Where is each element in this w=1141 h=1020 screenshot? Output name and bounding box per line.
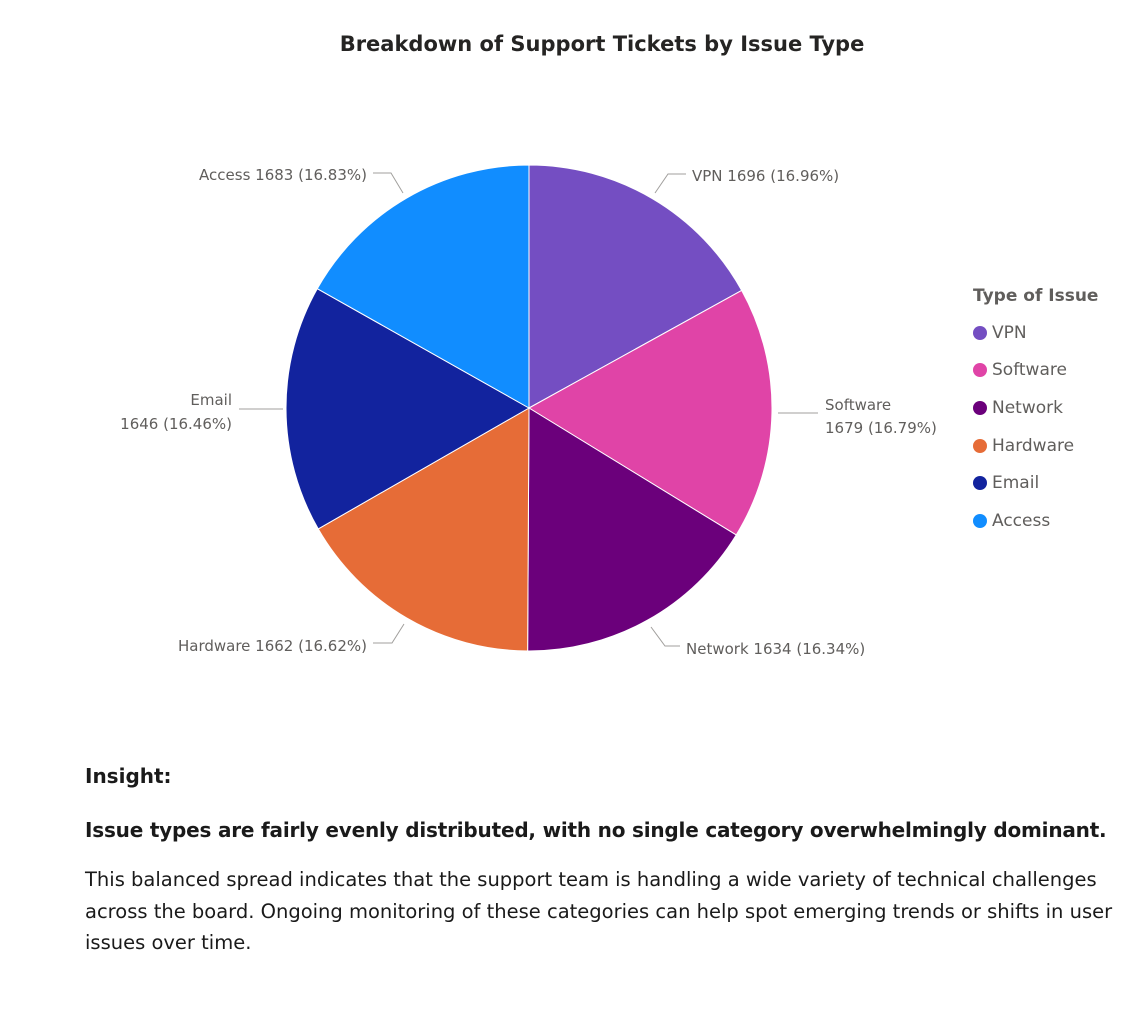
- pie-slice-email[interactable]: [285, 287, 531, 530]
- legend-marker-software: [973, 363, 987, 378]
- leader-line-access: [373, 172, 404, 194]
- chart-title: Breakdown of Support Tickets by Issue Ty…: [339, 32, 865, 56]
- pie-slice-access[interactable]: [316, 164, 530, 409]
- legend: Type of Issue VPN Software Network Hardware…: [973, 286, 1098, 540]
- insight-body: This balanced spread indicates that the …: [85, 868, 1113, 954]
- legend-marker-network: [973, 400, 987, 415]
- insight-heading: Insight:: [85, 764, 172, 788]
- data-label-hardware: Hardware 1662 (16.62%): [178, 637, 367, 655]
- data-label-access: Access 1683 (16.83%): [199, 166, 367, 184]
- pie-slice-vpn[interactable]: [528, 164, 743, 409]
- pie-chart: VPN 1696 (16.96%) Software 1679 (16.79%) Ne…: [120, 164, 937, 658]
- legend-item-email[interactable]: Email: [973, 464, 1098, 502]
- leader-line-network: [650, 626, 680, 647]
- data-label-vpn: VPN 1696 (16.96%): [692, 167, 839, 185]
- legend-label-hardware: Hardware: [992, 435, 1075, 456]
- pie-slice-network[interactable]: [527, 407, 737, 652]
- legend-item-software[interactable]: Software: [973, 352, 1098, 390]
- legend-items: VPN Software Network Hardware Email Access: [973, 314, 1098, 540]
- legend-item-network[interactable]: Network: [973, 389, 1098, 427]
- data-label-email-line1: Email: [190, 391, 232, 409]
- legend-marker-vpn: [973, 325, 987, 340]
- data-label-software-line1: Software: [825, 396, 891, 414]
- legend-marker-access: [973, 513, 987, 528]
- legend-label-software: Software: [992, 360, 1067, 381]
- pie-slice-software[interactable]: [528, 289, 773, 536]
- legend-title: Type of Issue: [973, 286, 1099, 306]
- insight-headline: Issue types are fairly evenly distribute…: [85, 818, 1107, 842]
- legend-item-hardware[interactable]: Hardware: [973, 427, 1098, 465]
- pie-slice-hardware[interactable]: [317, 407, 530, 652]
- insight-section: Insight: Issue types are fairly evenly d…: [85, 764, 1115, 959]
- data-label-email-line2: 1646 (16.46%): [120, 415, 232, 433]
- leader-line-vpn: [654, 173, 686, 194]
- leader-line-hardware: [373, 623, 405, 644]
- legend-item-vpn[interactable]: VPN: [973, 314, 1098, 352]
- legend-label-access: Access: [992, 510, 1051, 531]
- legend-label-network: Network: [992, 397, 1063, 418]
- legend-item-access[interactable]: Access: [973, 502, 1098, 540]
- data-label-software-line2: 1679 (16.79%): [825, 419, 937, 437]
- legend-marker-hardware: [973, 438, 987, 453]
- legend-marker-email: [973, 476, 987, 491]
- legend-label-email: Email: [992, 473, 1040, 494]
- legend-label-vpn: VPN: [992, 322, 1027, 343]
- data-label-network: Network 1634 (16.34%): [686, 640, 865, 658]
